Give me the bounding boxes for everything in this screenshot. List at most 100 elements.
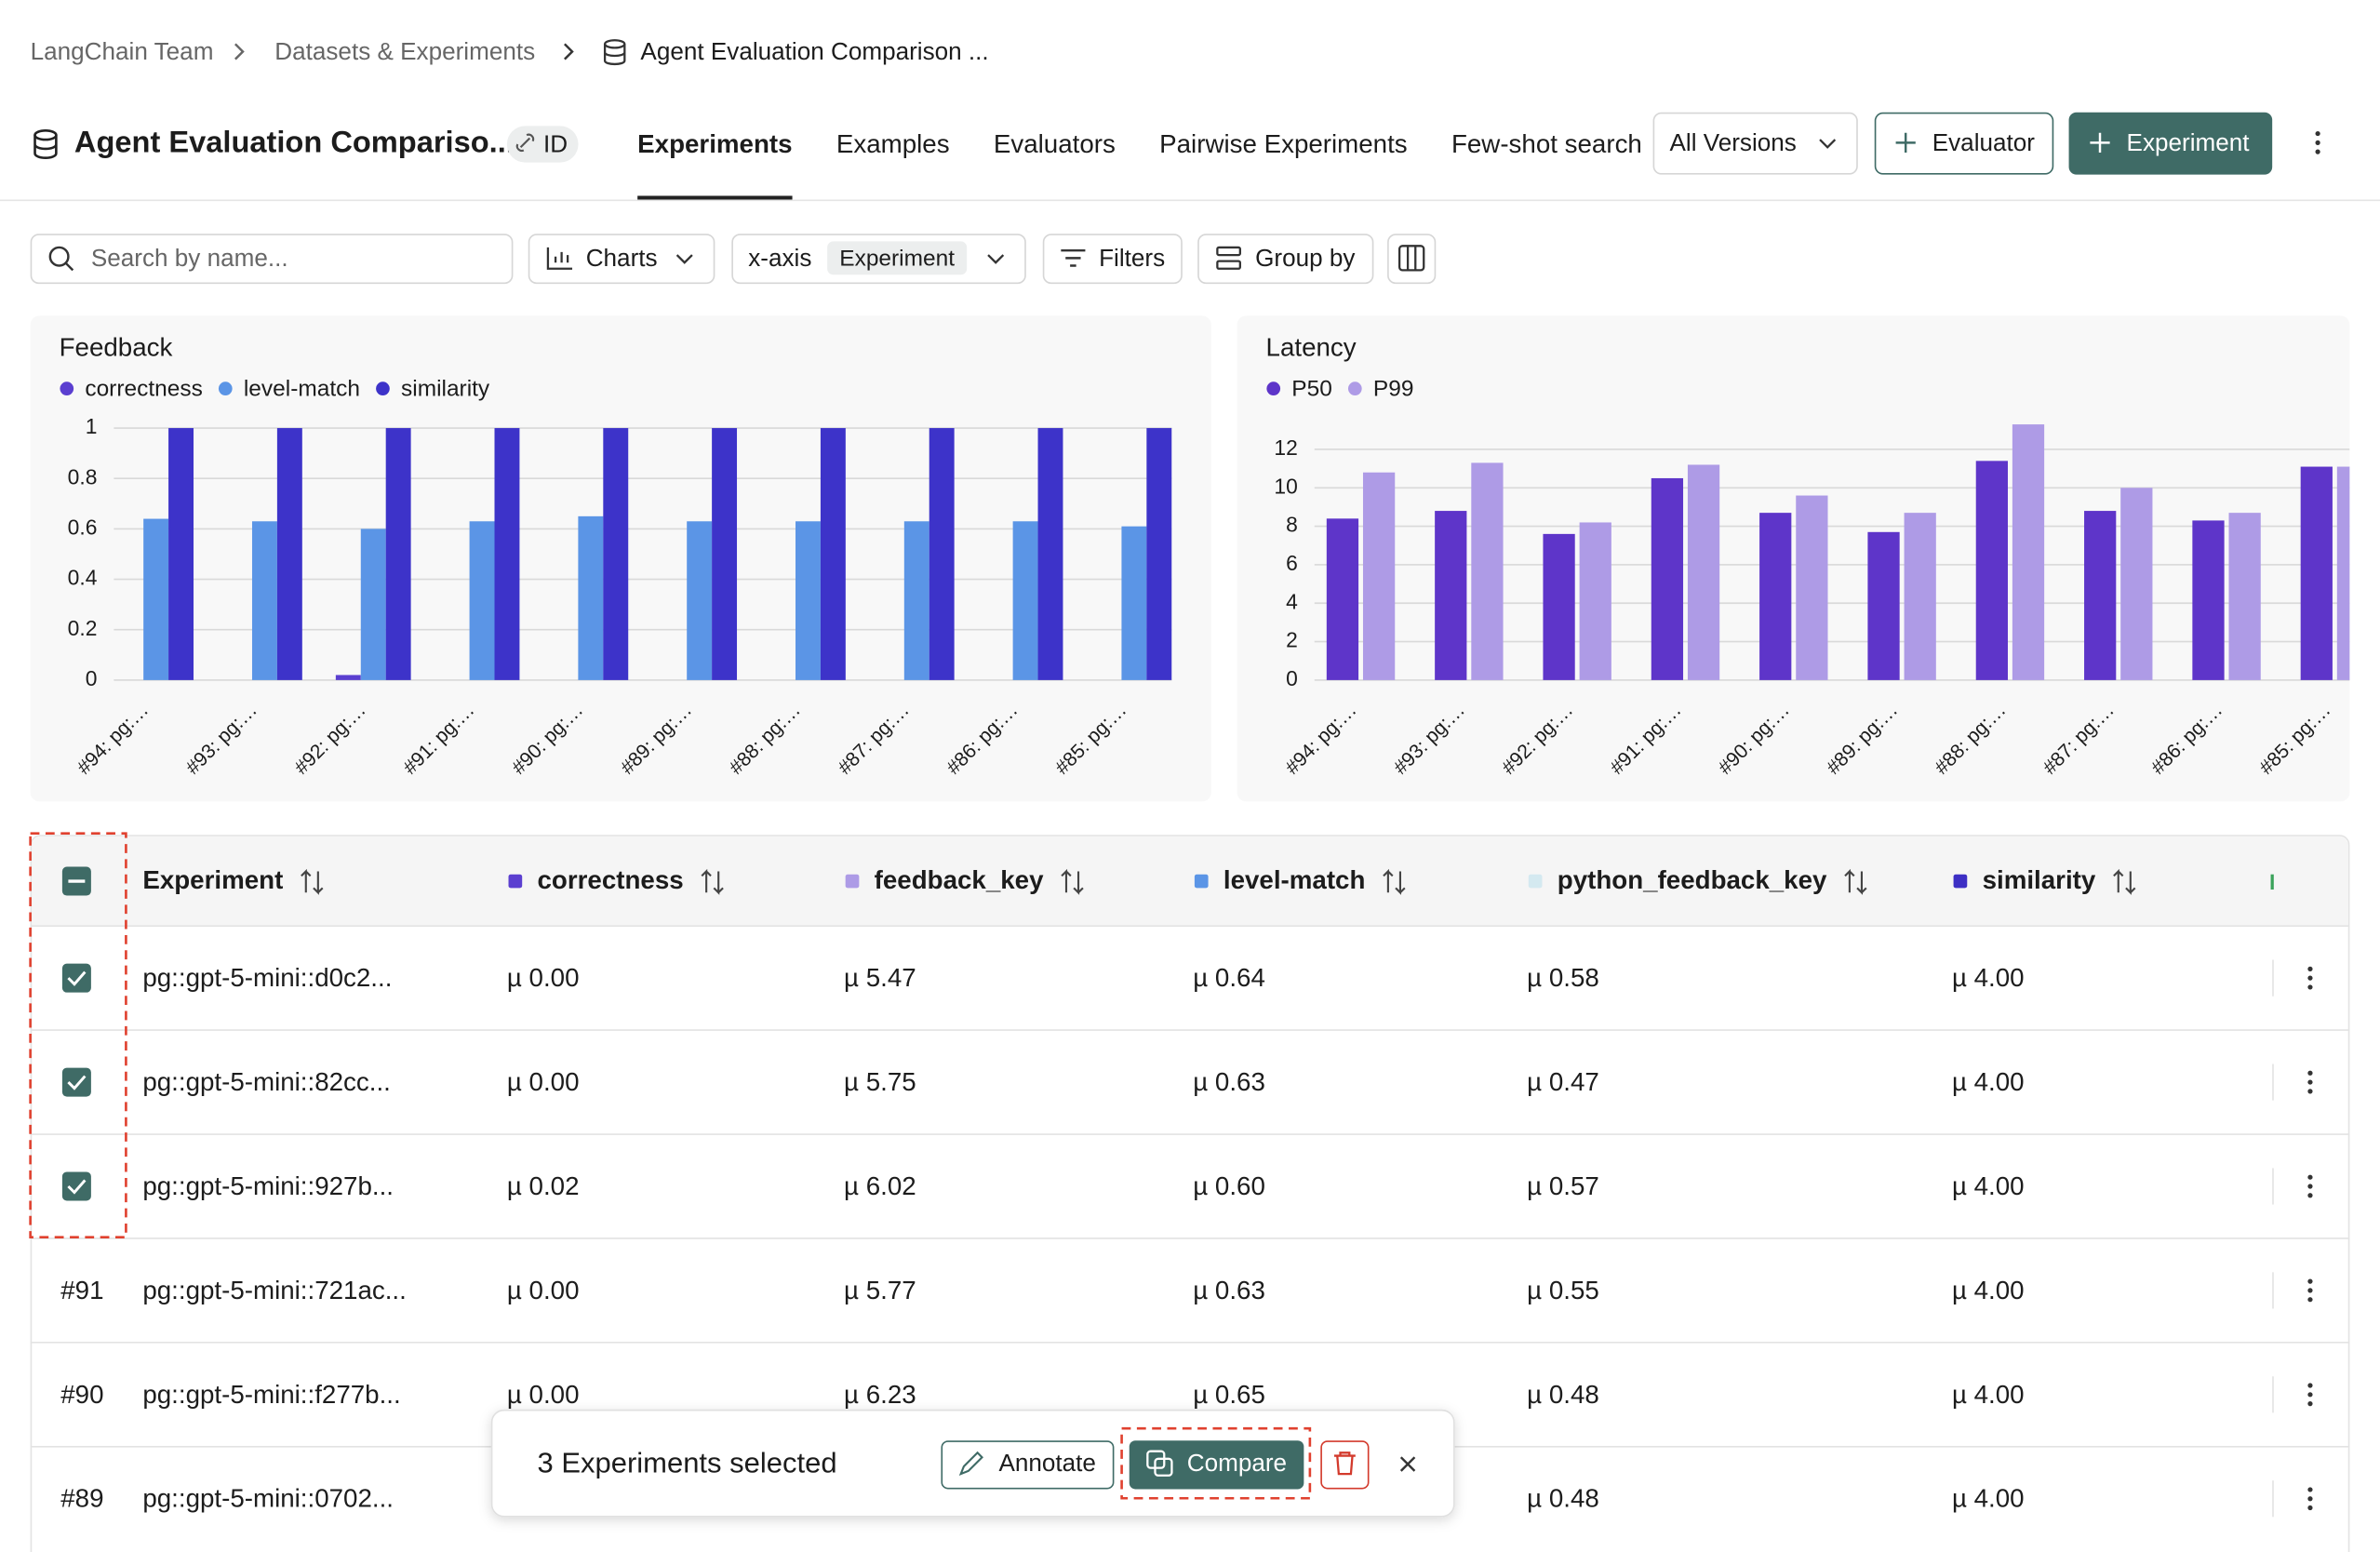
column-swatch [508,874,523,889]
highlight-box [1120,1426,1312,1500]
row-menu[interactable] [2307,1392,2313,1398]
charts-label[interactable]: Charts [586,244,658,272]
y-tick-label: 0 [86,666,98,690]
row-menu[interactable] [2307,1079,2313,1085]
compare-label[interactable]: Compare [1187,1449,1287,1477]
row-menu[interactable] [2307,1089,2313,1094]
row-menu[interactable] [2307,1383,2313,1388]
tab[interactable]: Few-shot search [1451,129,1642,158]
chevron [675,254,693,264]
highlight-box [29,832,127,1238]
check-mark [67,1179,87,1195]
bar [603,428,629,680]
breadcrumb[interactable]: Agent Evaluation Comparison ... [640,37,988,65]
search-box[interactable] [30,234,514,285]
legend-label: correctness [85,377,202,402]
experiment-name[interactable]: pg::gpt-5-mini::927b... [142,1171,394,1200]
id-badge-label[interactable]: ID [543,130,568,158]
add-evaluator-label[interactable]: Evaluator [1932,128,2036,156]
search-placeholder[interactable]: Search by name... [91,244,288,272]
pencil-icon [958,1451,984,1477]
column-header[interactable]: correctness [538,865,684,894]
add-experiment-label[interactable]: Experiment [2127,128,2251,156]
bar [1759,513,1792,680]
column-header[interactable]: similarity [1983,865,2096,894]
annotate-label[interactable]: Annotate [998,1449,1095,1477]
chart-title: Feedback [60,333,173,362]
version-select-label[interactable]: All Versions [1670,128,1797,156]
compare-button[interactable] [1129,1440,1304,1490]
tab[interactable]: Pairwise Experiments [1159,129,1407,158]
row-menu[interactable] [2307,1278,2313,1284]
bar [1362,472,1396,680]
row-menu[interactable] [2307,1505,2313,1511]
breadcrumb[interactable]: LangChain Team [31,37,214,65]
tab[interactable]: Examples [836,129,950,158]
column-header[interactable]: level-match [1223,865,1366,894]
column-header[interactable]: Experiment [142,865,283,894]
bar [2120,488,2153,680]
row-menu[interactable] [2307,1496,2313,1502]
experiment-name[interactable]: pg::gpt-5-mini::721ac... [142,1276,406,1304]
y-tick-label: 6 [1286,551,1298,575]
chart-title: Latency [1266,333,1357,362]
row-menu[interactable] [2307,984,2313,990]
row-menu[interactable] [2307,975,2313,981]
column-header[interactable]: python_feedback_key [1558,865,1827,894]
row-menu[interactable] [2307,1288,2313,1293]
column-swatch [1528,874,1543,889]
bar [1037,428,1063,680]
bar [1121,526,1147,680]
bar [251,521,277,680]
sort-icon[interactable] [1383,868,1406,895]
row-menu[interactable] [2307,1400,2313,1407]
version-select[interactable] [1652,112,1858,175]
row-checkbox[interactable] [61,1067,91,1097]
row-menu[interactable] [2307,1184,2313,1189]
filters-button[interactable] [1042,234,1183,285]
sort-icon[interactable] [2113,868,2136,895]
group-by-label[interactable]: Group by [1255,244,1355,272]
bar [820,428,846,680]
bar [1012,521,1038,680]
tab[interactable]: Evaluators [994,129,1116,158]
row-checkbox[interactable] [61,963,91,993]
charts-button[interactable] [528,234,715,285]
bar [1579,522,1611,680]
x-axis-label[interactable]: x-axis [748,244,811,272]
column-header[interactable]: feedback_key [875,865,1044,894]
annotate-button[interactable] [941,1440,1115,1490]
id-badge[interactable] [506,126,579,163]
breadcrumb[interactable]: Datasets & Experiments [274,37,535,65]
columns-button[interactable] [1387,234,1437,285]
experiment-name[interactable]: pg::gpt-5-mini::d0c2... [142,963,392,992]
dataset-title: Agent Evaluation Compariso... [74,125,515,159]
sort-icon[interactable] [1844,868,1867,895]
metric-cell: µ 0.00 [507,1380,580,1409]
more-menu[interactable] [2315,130,2320,154]
row-menu[interactable] [2307,1174,2313,1180]
experiment-name[interactable]: pg::gpt-5-mini::f277b... [142,1380,400,1409]
experiment-name[interactable]: pg::gpt-5-mini::82cc... [142,1067,391,1096]
sort-icon[interactable] [301,868,324,895]
experiment-name[interactable]: pg::gpt-5-mini::0702... [142,1484,394,1513]
check-mark [67,970,87,986]
filters-label[interactable]: Filters [1099,244,1165,272]
row-menu[interactable] [2307,1297,2313,1303]
filter-icon [1061,248,1086,267]
delete-button[interactable] [1320,1440,1370,1490]
close-button[interactable] [1399,1456,1416,1472]
row-menu[interactable] [2307,1070,2313,1076]
group-by-button[interactable] [1197,234,1374,285]
x-axis-value[interactable]: Experiment [839,246,955,271]
row-menu[interactable] [2307,1193,2313,1198]
add-experiment-button[interactable] [2068,112,2273,175]
row-checkbox[interactable] [61,1171,91,1201]
tab[interactable]: Experiments [637,129,792,158]
sort-icon[interactable] [701,868,724,895]
row-menu[interactable] [2307,966,2313,971]
row-menu[interactable] [2307,1487,2313,1492]
search-icon [65,262,74,272]
sort-icon[interactable] [1061,868,1084,895]
add-evaluator-button[interactable] [1874,112,2054,175]
